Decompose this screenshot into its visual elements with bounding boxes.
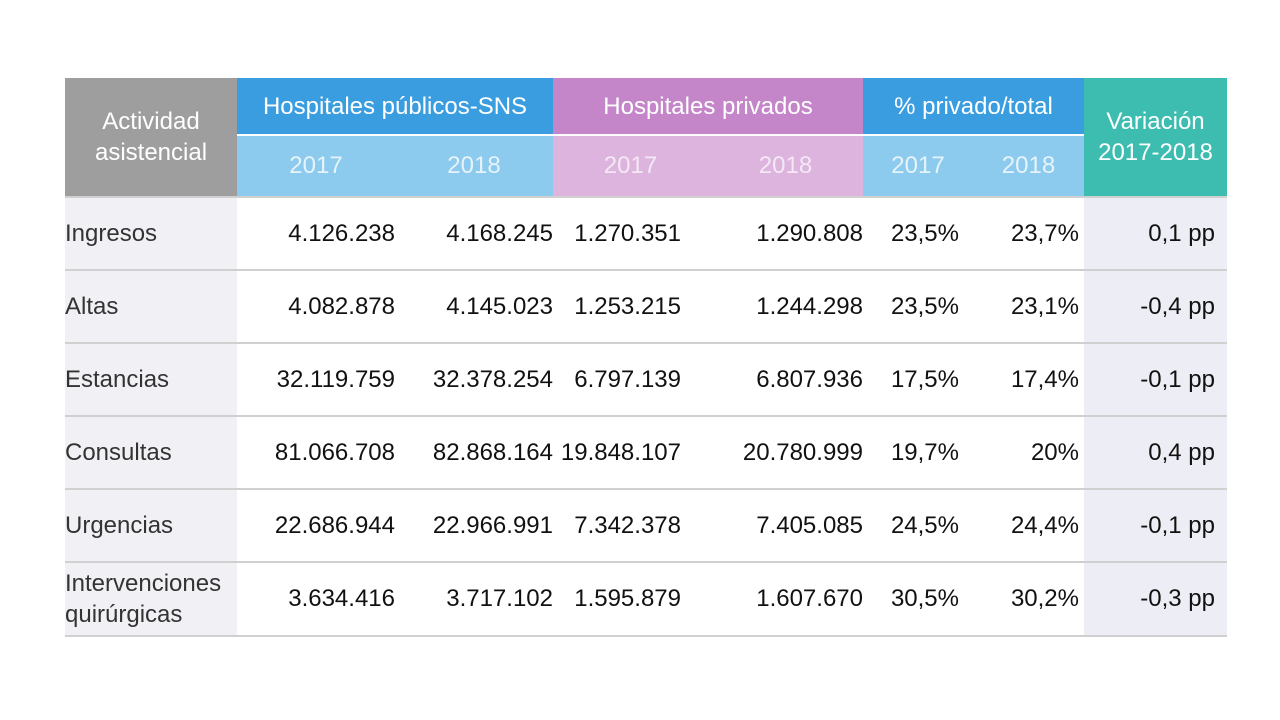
cell-publicos-2018: 4.168.245 [446, 219, 553, 247]
cell-publicos-2018: 4.145.023 [446, 292, 553, 320]
cell-porcentaje-2018: 23,7% [1010, 219, 1079, 247]
header-porcentaje-privado: % privado/total [863, 78, 1084, 136]
cell-porcentaje-2017: 17,5% [890, 365, 959, 393]
row-label: Ingresos [65, 198, 237, 269]
row-label: Intervenciones quirúrgicas [65, 563, 237, 635]
table-row: Ingresos 4.126.238 4.168.245 1.270.351 1.290… [65, 196, 1227, 271]
header-publicos-2017: 2017 [237, 136, 395, 196]
header-privados-2017: 2017 [553, 136, 708, 196]
header-porcentaje-2018: 2018 [973, 136, 1084, 196]
row-label-line: quirúrgicas [65, 601, 183, 628]
cell-porcentaje-2017: 24,5% [890, 511, 959, 539]
header-divider [237, 134, 1084, 136]
header-variacion: Variación 2017-2018 [1084, 78, 1227, 196]
cell-privados-2018: 1.607.670 [756, 585, 863, 612]
cell-publicos-2017: 3.634.416 [288, 585, 395, 612]
cell-porcentaje-2017: 23,5% [890, 292, 959, 320]
table-row: Altas 4.082.878 4.145.023 1.253.215 1.244.29… [65, 271, 1227, 344]
table-row: Estancias 32.119.759 32.378.254 6.797.139 6.… [65, 344, 1227, 417]
header-porcentaje-2017: 2017 [863, 136, 973, 196]
table-row: Consultas 81.066.708 82.868.164 19.848.107 2… [65, 417, 1227, 490]
cell-publicos-2018: 32.378.254 [432, 365, 553, 393]
row-label: Urgencias [65, 490, 237, 561]
header-privados-2018: 2018 [708, 136, 863, 196]
cell-variacion: -0,1 pp [1084, 490, 1227, 561]
header-publicos-2018: 2018 [395, 136, 553, 196]
cell-variacion: -0,4 pp [1084, 271, 1227, 342]
cell-porcentaje-2017: 23,5% [890, 219, 959, 247]
row-label: Estancias [65, 344, 237, 415]
cell-privados-2017: 7.342.378 [574, 511, 681, 539]
header-variacion-line1: Variación [1106, 107, 1205, 135]
cell-porcentaje-2018: 24,4% [1010, 511, 1079, 539]
header-hospitales-privados: Hospitales privados [553, 78, 863, 136]
cell-publicos-2017: 81.066.708 [274, 438, 395, 466]
cell-porcentaje-2018: 30,2% [1010, 585, 1079, 612]
cell-publicos-2017: 4.126.238 [288, 219, 395, 247]
header-actividad-asistencial: Actividad asistencial [65, 78, 237, 196]
cell-publicos-2018: 22.966.991 [432, 511, 553, 539]
cell-privados-2018: 6.807.936 [756, 365, 863, 393]
cell-publicos-2017: 32.119.759 [276, 365, 395, 393]
row-label: Altas [65, 271, 237, 342]
cell-privados-2017: 6.797.139 [574, 365, 681, 393]
header-actividad-line2: asistencial [94, 139, 208, 166]
cell-porcentaje-2017: 19,7% [890, 438, 959, 466]
table-row: Intervenciones quirúrgicas 3.634.416 3.717.… [65, 563, 1227, 637]
cell-privados-2017: 19.848.107 [560, 438, 681, 466]
table-header: Actividad asistencial Hospitales público… [65, 78, 1227, 196]
header-variacion-line2: 2017-2018 [1098, 139, 1213, 166]
cell-privados-2017: 1.270.351 [574, 219, 681, 247]
cell-variacion: 0,1 pp [1084, 198, 1227, 269]
cell-porcentaje-2018: 23,1% [1010, 292, 1079, 320]
cell-publicos-2017: 22.686.944 [274, 511, 395, 539]
cell-variacion: -0,1 pp [1084, 344, 1227, 415]
cell-porcentaje-2018: 17,4% [1010, 365, 1079, 393]
cell-publicos-2018: 3.717.102 [446, 585, 553, 612]
table-body: Ingresos 4.126.238 4.168.245 1.270.351 1.290… [65, 196, 1227, 637]
header-hospitales-publicos: Hospitales públicos-SNS [237, 78, 553, 136]
cell-porcentaje-2018: 20% [1030, 438, 1079, 466]
cell-privados-2018: 1.244.298 [756, 292, 863, 320]
cell-privados-2018: 7.405.085 [756, 511, 863, 539]
table-row: Urgencias 22.686.944 22.966.991 7.342.378 7.… [65, 490, 1227, 563]
cell-publicos-2018: 82.868.164 [432, 438, 553, 466]
cell-privados-2018: 1.290.808 [756, 219, 863, 247]
row-label-line: Intervenciones [65, 569, 222, 597]
header-actividad-line1: Actividad [102, 107, 200, 135]
cell-privados-2018: 20.780.999 [742, 438, 863, 466]
cell-publicos-2017: 4.082.878 [288, 292, 395, 320]
cell-porcentaje-2017: 30,5% [890, 585, 959, 612]
cell-privados-2017: 1.253.215 [574, 292, 681, 320]
row-label: Consultas [65, 417, 237, 488]
cell-variacion: 0,4 pp [1084, 417, 1227, 488]
cell-privados-2017: 1.595.879 [574, 585, 681, 612]
hospital-activity-table: Actividad asistencial Hospitales público… [65, 78, 1227, 637]
cell-variacion: -0,3 pp [1084, 563, 1227, 635]
